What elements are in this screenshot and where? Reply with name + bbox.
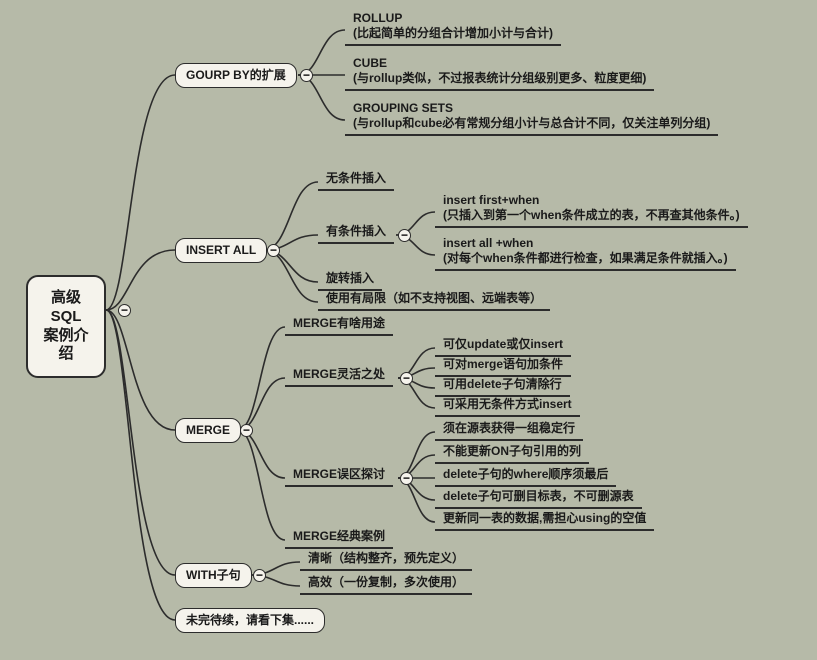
- merge-flex: MERGE灵活之处: [285, 366, 393, 387]
- gs-desc: (与rollup和cube必有常规分组小计与总合计不同，仅关注单列分组): [353, 116, 710, 130]
- merge-pitfall-d: delete子句可删目标表，不可删源表: [435, 488, 642, 509]
- insertall-node: INSERT ALL: [175, 238, 267, 263]
- merge-usage: MERGE有啥用途: [285, 315, 393, 336]
- merge-flex-toggle[interactable]: [400, 372, 413, 385]
- merge-pitfall: MERGE误区探讨: [285, 466, 393, 487]
- merge-flex-c: 可用delete子句清除行: [435, 376, 570, 397]
- tbc-node: 未完待续，请看下集......: [175, 608, 325, 633]
- merge-pitfall-b: 不能更新ON子句引用的列: [435, 443, 589, 464]
- insert-rotate: 旋转插入: [318, 270, 382, 291]
- groupby-toggle[interactable]: [300, 69, 313, 82]
- insert-allwhen: insert all +when (对每个when条件都进行检查，如果满足条件就…: [435, 235, 736, 271]
- merge-pitfall-e: 更新同一表的数据,需担心using的空值: [435, 510, 654, 531]
- merge-flex-d: 可采用无条件方式insert: [435, 396, 580, 417]
- merge-flex-b: 可对merge语句加条件: [435, 356, 571, 377]
- insert-nocond: 无条件插入: [318, 170, 394, 191]
- with-toggle[interactable]: [253, 569, 266, 582]
- cube-leaf: CUBE (与rollup类似，不过报表统计分组级别更多、粒度更细): [345, 55, 654, 91]
- merge-pitfall-toggle[interactable]: [400, 472, 413, 485]
- if-title: insert first+when: [443, 193, 539, 207]
- merge-toggle[interactable]: [240, 424, 253, 437]
- root-node: 高级SQL 案例介绍: [26, 275, 106, 378]
- merge-pitfall-c: delete子句的where顺序须最后: [435, 466, 616, 487]
- rollup-desc: (比起简单的分组合计增加小计与合计): [353, 26, 553, 40]
- cube-desc: (与rollup类似，不过报表统计分组级别更多、粒度更细): [353, 71, 646, 85]
- with-b: 高效（一份复制，多次使用）: [300, 574, 472, 595]
- ia-title: insert all +when: [443, 236, 533, 250]
- insertall-toggle[interactable]: [267, 244, 280, 257]
- groupby-node: GOURP BY的扩展: [175, 63, 297, 88]
- with-node: WITH子句: [175, 563, 252, 588]
- insert-limit: 使用有局限（如不支持视图、远端表等）: [318, 290, 550, 311]
- gs-title: GROUPING SETS: [353, 101, 453, 115]
- merge-pitfall-a: 须在源表获得一组稳定行: [435, 420, 583, 441]
- merge-flex-a: 可仅update或仅insert: [435, 336, 571, 357]
- insert-first: insert first+when (只插入到第一个when条件成立的表，不再查…: [435, 192, 748, 228]
- rollup-leaf: ROLLUP (比起简单的分组合计增加小计与合计): [345, 10, 561, 46]
- root-line2: 案例介绍: [38, 327, 94, 365]
- with-a: 清晰（结构整齐，预先定义）: [300, 550, 472, 571]
- root-toggle[interactable]: [118, 304, 131, 317]
- merge-case: MERGE经典案例: [285, 528, 393, 549]
- root-line1: 高级SQL: [38, 289, 94, 327]
- insert-cond: 有条件插入: [318, 223, 394, 244]
- insert-cond-toggle[interactable]: [398, 229, 411, 242]
- groupingsets-leaf: GROUPING SETS (与rollup和cube必有常规分组小计与总合计不…: [345, 100, 718, 136]
- ia-desc: (对每个when条件都进行检查，如果满足条件就插入。): [443, 251, 728, 265]
- merge-node: MERGE: [175, 418, 241, 443]
- if-desc: (只插入到第一个when条件成立的表，不再查其他条件。): [443, 208, 740, 222]
- cube-title: CUBE: [353, 56, 387, 70]
- rollup-title: ROLLUP: [353, 11, 402, 25]
